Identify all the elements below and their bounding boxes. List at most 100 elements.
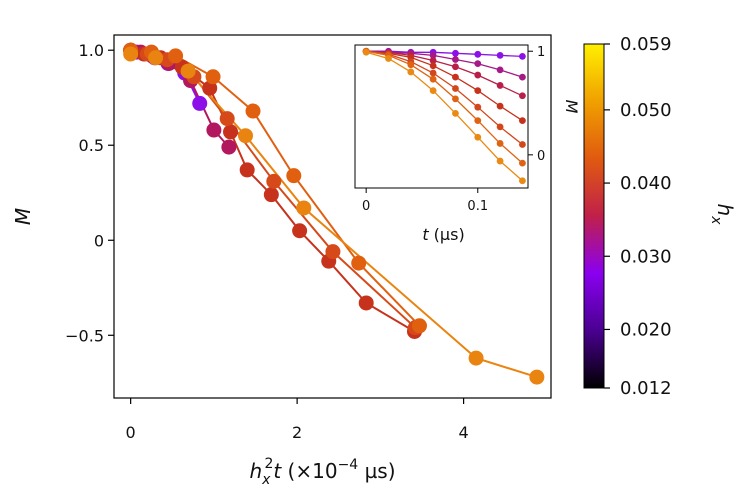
main-data-point bbox=[221, 139, 237, 155]
inset-data-point bbox=[452, 73, 459, 81]
colorbar-tick-label: 0.020 bbox=[620, 319, 672, 340]
inset-data-point bbox=[429, 75, 437, 83]
main-y-axis-label: M bbox=[11, 208, 35, 225]
main-data-point bbox=[180, 63, 196, 79]
main-data-point bbox=[192, 95, 208, 111]
inset-data-point bbox=[474, 50, 482, 58]
inset-data-point bbox=[474, 103, 482, 111]
inset-series-line bbox=[366, 50, 523, 58]
main-data-point bbox=[223, 124, 239, 140]
colorbar-tick-label: 0.050 bbox=[620, 100, 672, 121]
colorbar-label: hx bbox=[708, 204, 737, 226]
main-data-point bbox=[411, 318, 427, 334]
inset-xlabel-t: t bbox=[422, 225, 429, 244]
main-data-point bbox=[202, 80, 218, 96]
colorbar-tick-label: 0.012 bbox=[620, 378, 672, 399]
inset-y-axis-label: M bbox=[562, 100, 581, 114]
inset-x-tick-label: 0 bbox=[362, 199, 370, 214]
inset-data-point bbox=[362, 48, 370, 56]
colorbar-tick-label: 0.030 bbox=[620, 246, 672, 267]
inset-y-ticks: 10 bbox=[528, 45, 545, 164]
inset-data-point bbox=[429, 51, 437, 59]
inset-data-point bbox=[474, 60, 482, 68]
inset-series-line bbox=[366, 50, 523, 122]
main-axes-frame bbox=[113, 34, 552, 399]
inset-series-line bbox=[366, 50, 523, 164]
main-data-point bbox=[292, 223, 308, 239]
cbar-label-sub: x bbox=[708, 215, 724, 225]
colorbar-ticks: 0.059 0.050 0.040 0.030 0.020 0.012 bbox=[604, 34, 672, 399]
inset-y-tick-label: 1 bbox=[537, 45, 545, 60]
inset-data-point bbox=[519, 177, 526, 185]
colorbar-tick-label: 0.059 bbox=[620, 34, 672, 55]
inset-x-ticks: 0 0.1 bbox=[362, 188, 488, 214]
main-x-tick-label: 2 bbox=[292, 423, 302, 442]
inset-data-point bbox=[452, 56, 459, 63]
main-data-point bbox=[239, 162, 255, 178]
inset-axes-frame bbox=[354, 44, 529, 189]
inset-data-point bbox=[496, 123, 504, 131]
inset-data-point bbox=[429, 62, 437, 70]
inset-data-point bbox=[496, 82, 504, 89]
inset-data-point bbox=[496, 140, 504, 147]
xlabel-sup: 2 bbox=[264, 456, 273, 472]
inset-data-point bbox=[452, 63, 459, 71]
inset-background bbox=[355, 45, 528, 188]
inset-data-point bbox=[474, 133, 482, 141]
inset-data-point bbox=[429, 57, 437, 64]
inset-data-point bbox=[452, 49, 459, 57]
inset-data-point bbox=[496, 157, 504, 165]
main-x-tick-label: 4 bbox=[459, 423, 469, 442]
xlabel-unit: µs) bbox=[358, 459, 395, 483]
main-data-point bbox=[468, 350, 484, 366]
inset-data-point bbox=[496, 51, 504, 59]
main-x-axis-label: hx2t (×10−4 µs) bbox=[249, 456, 395, 488]
inset-data-point bbox=[429, 69, 437, 77]
inset-data-point bbox=[496, 66, 504, 74]
inset-x-axis-label: t (µs) bbox=[422, 225, 464, 244]
inset-xlabel-unit: (µs) bbox=[429, 225, 465, 244]
main-data-point bbox=[351, 255, 367, 271]
inset-series-line bbox=[366, 50, 523, 97]
inset-data-point bbox=[519, 159, 526, 167]
main-y-tick-label: 1.0 bbox=[79, 41, 104, 60]
main-data-point bbox=[238, 128, 254, 144]
main-x-tick-label: 0 bbox=[126, 423, 136, 442]
colorbar-gradient bbox=[583, 43, 605, 389]
xlabel-t: t bbox=[273, 459, 282, 483]
xlabel-h: h bbox=[249, 459, 262, 483]
inset-data-point bbox=[452, 85, 459, 92]
main-y-tick-label: −0.5 bbox=[65, 326, 104, 345]
inset-plot: 0 0.1 10 t (µs) M bbox=[354, 44, 581, 244]
main-x-ticks: 0 2 4 bbox=[126, 398, 469, 442]
inset-data-point bbox=[519, 141, 526, 148]
main-y-tick-label: 0.5 bbox=[79, 136, 104, 155]
inset-data-point bbox=[519, 73, 526, 81]
inset-data-point bbox=[407, 68, 415, 76]
inset-data-point bbox=[519, 117, 526, 125]
cbar-label-h: h bbox=[713, 204, 737, 217]
inset-data-point bbox=[496, 102, 504, 110]
inset-series-line bbox=[366, 50, 523, 146]
inset-series-points bbox=[362, 47, 526, 185]
inset-series-line bbox=[366, 51, 523, 182]
inset-data-point bbox=[519, 92, 526, 100]
inset-data-point bbox=[429, 87, 437, 94]
main-data-point bbox=[325, 244, 341, 260]
xlabel-sub: x bbox=[261, 472, 271, 488]
main-data-point bbox=[263, 187, 279, 203]
main-series-points bbox=[123, 42, 545, 385]
main-data-point bbox=[148, 50, 164, 66]
inset-data-point bbox=[474, 71, 482, 79]
inset-x-tick-label: 0.1 bbox=[467, 199, 488, 214]
colorbar: 0.059 0.050 0.040 0.030 0.020 0.012 hx bbox=[583, 34, 737, 399]
main-data-point bbox=[206, 122, 222, 138]
inset-data-point bbox=[407, 61, 415, 69]
main-y-ticks: 1.0 0.5 0 −0.5 bbox=[65, 41, 114, 345]
main-data-point bbox=[358, 295, 374, 311]
main-data-point bbox=[168, 48, 184, 64]
main-y-tick-label: 0 bbox=[94, 231, 104, 250]
inset-data-point bbox=[474, 87, 482, 94]
main-data-point bbox=[529, 369, 545, 385]
